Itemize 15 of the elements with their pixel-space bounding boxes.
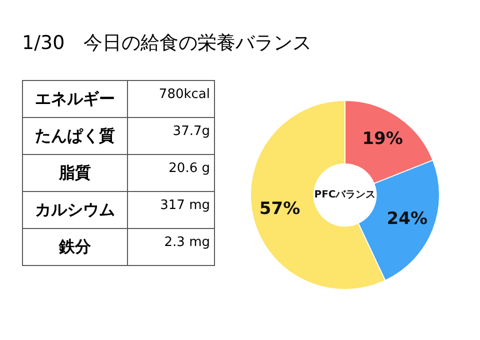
text: 鉄分	[22, 228, 128, 266]
text: たんぱく質	[22, 118, 128, 154]
text: 317 mg	[128, 192, 214, 228]
text: 37.7g	[128, 118, 214, 154]
data-label: 19%	[362, 129, 403, 150]
text: 2.3 mg	[128, 228, 214, 266]
text: PFCバランス	[314, 190, 376, 201]
text: 脂質	[22, 154, 128, 192]
text: 1/30 今日の給食の栄養バランス	[22, 31, 312, 56]
data-label: 57%	[259, 199, 300, 220]
text: 780kcal	[128, 80, 214, 118]
text: エネルギー	[22, 80, 128, 118]
data-label: 24%	[386, 209, 428, 230]
text: 20.6 g	[128, 154, 214, 192]
text: カルシウム	[22, 192, 128, 228]
